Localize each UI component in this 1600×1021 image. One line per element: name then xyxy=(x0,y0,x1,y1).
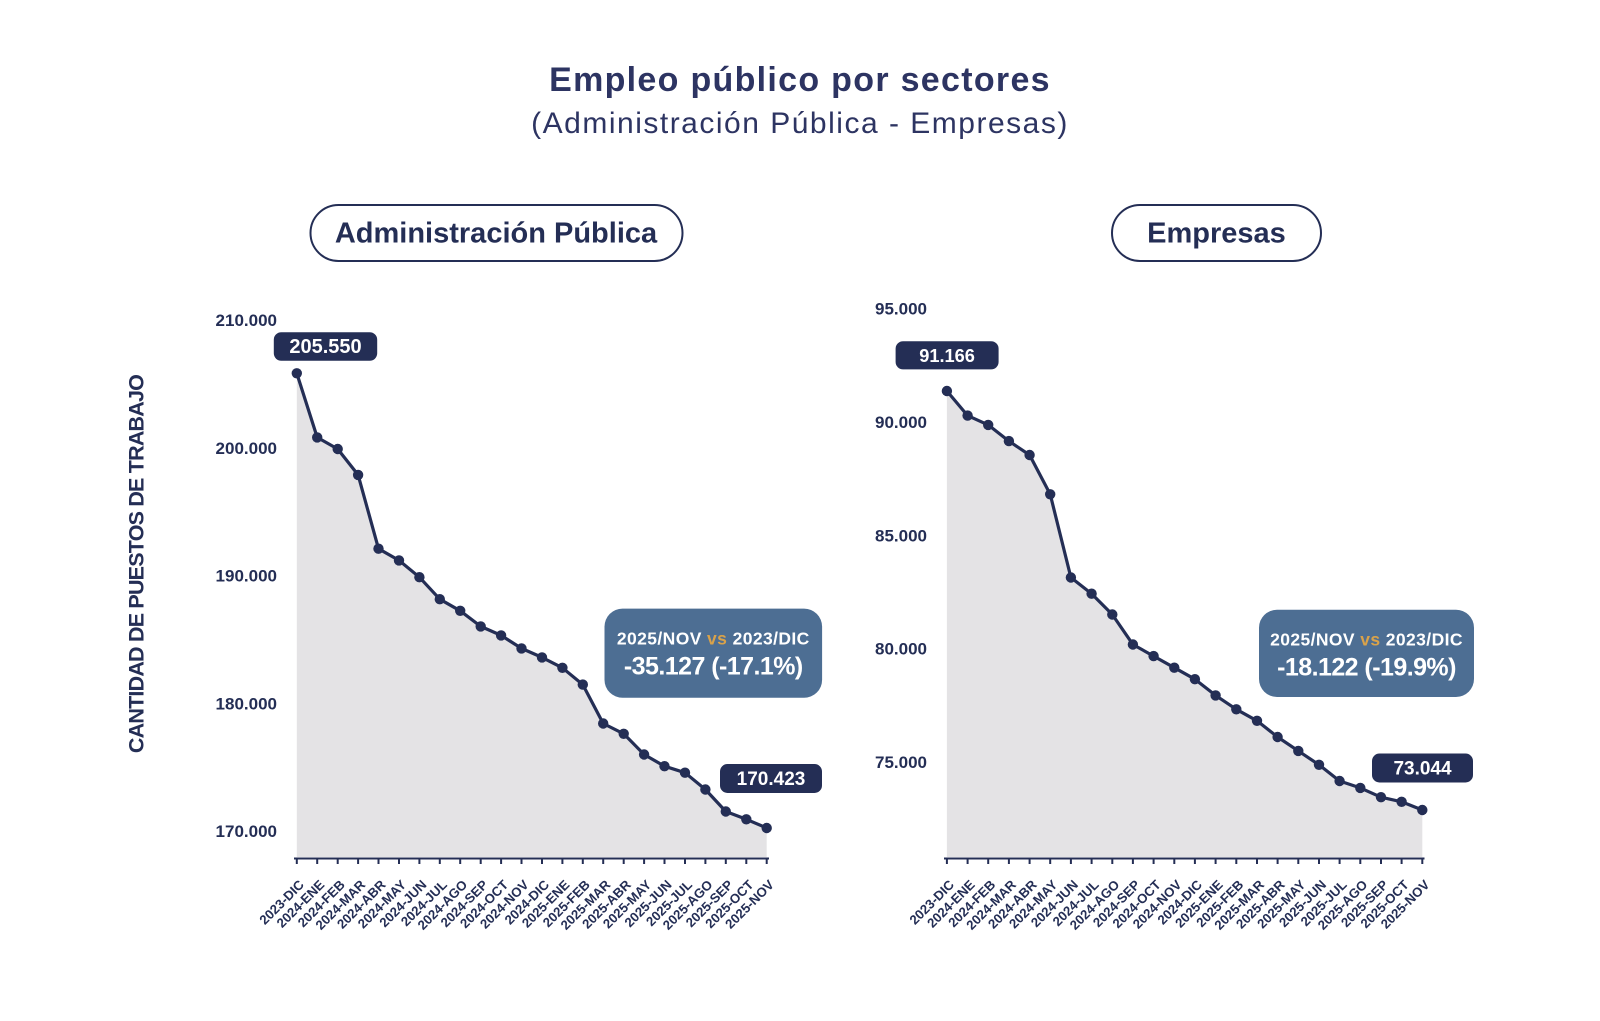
svg-text:75.000: 75.000 xyxy=(875,753,927,772)
svg-text:73.044: 73.044 xyxy=(1393,759,1452,780)
svg-text:180.000: 180.000 xyxy=(216,694,277,713)
svg-text:80.000: 80.000 xyxy=(875,640,927,659)
svg-text:205.550: 205.550 xyxy=(289,336,361,358)
svg-text:CANTIDAD DE PUESTOS DE TRABAJO: CANTIDAD DE PUESTOS DE TRABAJO xyxy=(125,375,149,753)
svg-text:(Administración Pública - Empr: (Administración Pública - Empresas) xyxy=(531,107,1069,140)
svg-text:Empleo público por sectores: Empleo público por sectores xyxy=(549,61,1051,99)
svg-text:210.000: 210.000 xyxy=(216,311,277,330)
svg-text:170.423: 170.423 xyxy=(737,769,806,790)
svg-text:-18.122 (-19.9%): -18.122 (-19.9%) xyxy=(1277,654,1456,682)
svg-text:2025/NOV vs 2023/DIC: 2025/NOV vs 2023/DIC xyxy=(617,629,810,649)
svg-text:90.000: 90.000 xyxy=(875,413,927,432)
svg-text:Administración Pública: Administración Pública xyxy=(335,218,658,250)
svg-text:91.166: 91.166 xyxy=(919,346,975,366)
svg-text:95.000: 95.000 xyxy=(875,300,927,319)
svg-text:190.000: 190.000 xyxy=(216,567,277,586)
svg-text:170.000: 170.000 xyxy=(216,822,277,841)
svg-text:85.000: 85.000 xyxy=(875,526,927,545)
svg-text:200.000: 200.000 xyxy=(216,439,277,458)
svg-text:2025/NOV vs 2023/DIC: 2025/NOV vs 2023/DIC xyxy=(1270,630,1463,650)
svg-text:-35.127 (-17.1%): -35.127 (-17.1%) xyxy=(624,653,803,681)
svg-text:Empresas: Empresas xyxy=(1147,218,1286,250)
